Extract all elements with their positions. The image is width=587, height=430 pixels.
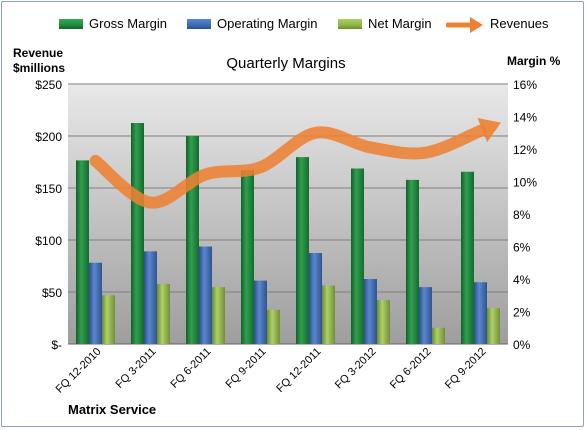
bar-gross-margin <box>351 168 364 344</box>
left-tick-label: $200 <box>35 130 62 144</box>
legend-label-net-margin: Net Margin <box>368 16 432 31</box>
legend-swatch-gross-margin <box>59 19 83 29</box>
bar-gross-margin <box>241 170 254 344</box>
revenue-line <box>89 117 501 209</box>
x-tick-label: FQ 6-2012 <box>388 346 434 392</box>
legend-arrow-icon <box>446 17 483 33</box>
legend-label-revenues: Revenues <box>490 16 549 31</box>
revenue-arrowhead <box>477 117 501 143</box>
right-tick-label: 12% <box>513 143 537 157</box>
bar-gross-margin <box>76 160 89 344</box>
x-tick-label: FQ 3-2012 <box>333 346 379 392</box>
x-tick-label: FQ 3-2011 <box>114 346 159 391</box>
x-tick-label: FQ 9-2012 <box>443 346 489 392</box>
x-tick-label: FQ 12-2011 <box>274 346 323 395</box>
bars <box>76 123 500 344</box>
chart-title: Quarterly Margins <box>226 55 345 72</box>
bar-gross-margin <box>131 123 144 344</box>
left-tick-label: $100 <box>35 234 62 248</box>
right-tick-label: 10% <box>513 176 537 190</box>
bar-operating-margin <box>254 280 267 344</box>
legend-label-operating-margin: Operating Margin <box>217 16 318 31</box>
bar-operating-margin <box>309 253 322 344</box>
right-tick-label: 0% <box>513 338 531 352</box>
right-tick-label: 8% <box>513 208 531 222</box>
bar-net-margin <box>157 283 170 344</box>
right-tick-label: 6% <box>513 241 531 255</box>
bar-gross-margin <box>406 179 419 344</box>
bar-net-margin <box>102 295 115 344</box>
y-left-title-line2: $millions <box>13 61 66 75</box>
bar-net-margin <box>212 287 225 344</box>
bar-gross-margin <box>186 136 199 344</box>
y-right-title: Margin % <box>507 54 561 68</box>
left-tick-label: $150 <box>35 182 62 196</box>
revenue-line-path <box>89 124 487 209</box>
bar-gross-margin <box>461 171 474 344</box>
legend-swatch-net-margin <box>338 19 362 29</box>
legend-swatch-operating-margin <box>187 19 211 29</box>
bar-net-margin <box>267 309 280 344</box>
legend-label-gross-margin: Gross Margin <box>89 16 168 31</box>
bar-operating-margin <box>419 287 432 344</box>
right-axis-ticks: 0% 2% 4% 6% 8% 10% 12% 14% 16% <box>513 78 537 352</box>
left-axis-ticks: $- $50 $100 $150 $200 $250 <box>35 78 62 352</box>
company-label: Matrix Service <box>68 402 156 417</box>
right-tick-label: 2% <box>513 306 531 320</box>
bar-operating-margin <box>364 279 377 344</box>
right-tick-label: 4% <box>513 273 531 287</box>
bar-net-margin <box>377 300 390 344</box>
x-tick-label: FQ 9-2011 <box>224 346 269 391</box>
bar-operating-margin <box>199 246 212 344</box>
bar-net-margin <box>487 308 500 344</box>
bar-operating-margin <box>474 282 487 344</box>
bar-net-margin <box>432 327 445 344</box>
x-axis-ticks: FQ 12-2010 FQ 3-2011 FQ 6-2011 FQ 9-2011 FQ … <box>54 346 489 396</box>
bar-net-margin <box>322 285 335 344</box>
x-tick-label: FQ 6-2011 <box>169 346 214 391</box>
right-tick-label: 14% <box>513 111 537 125</box>
x-tick-label: FQ 12-2010 <box>54 346 104 396</box>
bar-operating-margin <box>89 262 102 344</box>
y-left-title-line1: Revenue <box>13 46 64 60</box>
bar-gross-margin <box>296 157 309 344</box>
left-tick-label: $- <box>51 338 62 352</box>
right-tick-label: 16% <box>513 78 537 92</box>
left-tick-label: $250 <box>35 78 62 92</box>
bar-operating-margin <box>144 251 157 344</box>
left-tick-label: $50 <box>42 286 62 300</box>
